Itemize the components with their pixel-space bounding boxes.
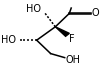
Text: OH: OH xyxy=(66,55,81,65)
Text: O: O xyxy=(92,8,99,18)
Text: HO: HO xyxy=(1,35,16,45)
Text: F: F xyxy=(69,34,75,44)
Text: HO: HO xyxy=(26,4,41,14)
Polygon shape xyxy=(55,27,69,36)
